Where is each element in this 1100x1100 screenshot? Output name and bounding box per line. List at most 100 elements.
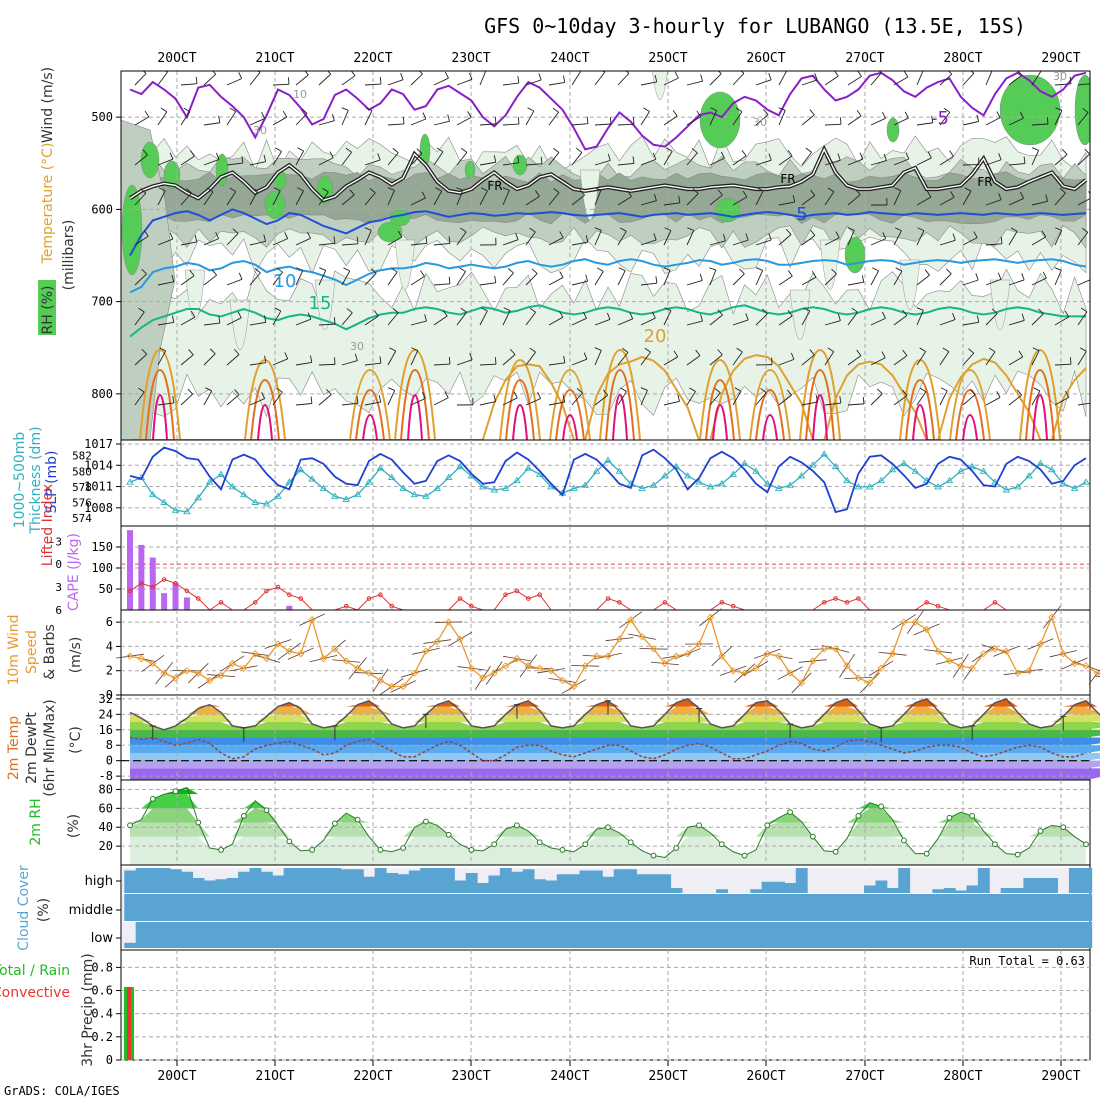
wind-speed-point — [342, 657, 350, 665]
cloud-low-bar — [534, 922, 546, 948]
wind-barb — [272, 83, 290, 86]
cape-bar — [149, 557, 156, 610]
wind-barb-flag — [377, 153, 381, 161]
thickness-point — [240, 490, 248, 498]
li-point — [343, 603, 349, 609]
wind-barb-flag — [517, 117, 520, 125]
wind-barb — [1008, 117, 1024, 126]
wind-barb-flag — [640, 387, 648, 391]
wind-barb-flag — [814, 73, 818, 81]
wind-barb — [249, 398, 265, 406]
temp-label-4: (°C) — [68, 726, 84, 754]
wind-barb-flag — [651, 311, 656, 319]
dome-contour — [755, 388, 785, 440]
wind-barb-flag — [904, 111, 909, 119]
wind-barb — [226, 233, 239, 246]
wind-barb — [640, 282, 657, 286]
wind-speed-point — [877, 664, 885, 672]
wind-speed-point — [615, 635, 624, 643]
wind-barb-flag — [456, 187, 464, 191]
wind-barb-flag — [218, 115, 221, 123]
cloud-high-bar — [511, 871, 524, 893]
wind-barb — [502, 82, 519, 86]
cloud-middle-bar — [568, 894, 581, 921]
thickness-point — [422, 492, 430, 499]
cloud-middle-bar — [647, 894, 660, 921]
rh-point — [1060, 824, 1067, 831]
wind-barb-flag — [919, 347, 926, 352]
y-tick-label: 20 — [99, 839, 113, 853]
wind-barb-flag — [652, 152, 657, 160]
cloud-high-bar — [192, 878, 205, 893]
wind-barb — [548, 237, 564, 246]
li-point — [127, 588, 133, 594]
wind-barb-flag — [141, 268, 147, 275]
wind-barb — [939, 273, 952, 286]
wind-barb — [686, 280, 703, 286]
rh-point — [650, 852, 657, 859]
wind-barb — [479, 401, 496, 406]
wind-barb-flag — [263, 315, 267, 323]
wind-barb — [847, 281, 864, 286]
cloud-high-bar — [647, 874, 660, 893]
wind-barb-flag — [756, 267, 763, 271]
thickness-point — [1082, 478, 1090, 485]
wind-barb — [640, 351, 651, 366]
cloud-low-bar — [511, 922, 524, 948]
thickness-point — [615, 467, 624, 474]
wind-barb — [824, 237, 840, 246]
wind-barb — [732, 273, 745, 286]
wind-barb-flag — [722, 233, 726, 241]
cloud-middle-bar — [511, 894, 524, 921]
cloud-high-bar — [932, 889, 945, 893]
wind-barb-flag — [529, 227, 536, 233]
wind-speed-point — [581, 662, 589, 670]
cloud-low-bar — [829, 922, 842, 948]
lifted-index-label: Lifted Index — [40, 484, 56, 566]
wind-barb — [732, 239, 749, 246]
wind-barb — [410, 397, 426, 406]
wind-barb — [893, 230, 902, 246]
wind-barb — [364, 83, 381, 86]
temp-label-1: 2m Temp — [6, 716, 22, 780]
cloud-middle-bar — [1000, 894, 1013, 921]
wind-barb — [847, 403, 864, 406]
wind-barb-flag — [211, 269, 217, 276]
wind-barb-flag — [296, 267, 303, 271]
thickness-point — [365, 478, 373, 485]
wind-barb-flag — [562, 395, 566, 403]
wind-barb-flag — [741, 149, 747, 157]
wind-barb-flag — [388, 387, 395, 391]
wind-barb-flag — [872, 267, 879, 272]
thickness-point — [410, 490, 419, 498]
rh-point — [309, 846, 315, 853]
y-tick-label: 1008 — [84, 501, 113, 515]
x-tick-label-top: 29OCT — [1041, 51, 1080, 66]
cape-bar — [172, 582, 179, 610]
wind-barb-flag — [1016, 389, 1022, 396]
wind-barb-flag — [422, 112, 427, 120]
rh-blob — [699, 91, 741, 149]
cloud-high-bar — [659, 874, 672, 893]
wind-barb-flag — [998, 153, 1002, 160]
dome-contour — [962, 413, 978, 440]
wind-barb — [939, 351, 950, 366]
rh-band — [819, 239, 841, 291]
wind-speed-point — [126, 652, 134, 660]
wind-speed-point — [228, 659, 237, 668]
wind-barb — [502, 162, 519, 166]
cloud-middle-bar — [158, 894, 171, 921]
wind-barb — [617, 231, 627, 246]
cloud-low-bar — [568, 922, 581, 948]
dome-contour — [394, 348, 436, 440]
x-tick-label-top: 24OCT — [550, 51, 589, 66]
thickness-point — [763, 479, 772, 487]
cloud-middle-bar — [420, 894, 433, 921]
wind-barb-flag — [644, 347, 651, 353]
wind-barb-flag — [1042, 271, 1047, 279]
li-point — [366, 596, 372, 601]
cloud-low-bar — [590, 922, 603, 948]
wind-barb — [295, 237, 311, 246]
cloud-high-bar — [670, 888, 683, 893]
wind-barb-flag — [760, 388, 767, 394]
